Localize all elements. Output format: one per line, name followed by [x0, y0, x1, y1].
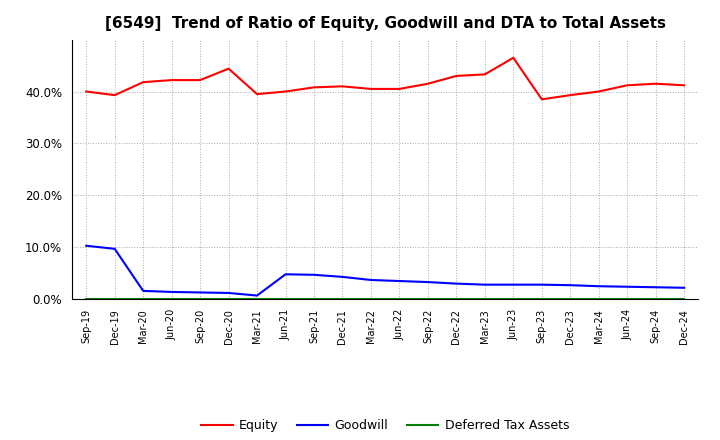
Equity — [139, 80, 148, 85]
Equity — [509, 55, 518, 60]
Equity — [310, 85, 318, 90]
Deferred Tax Assets — [225, 296, 233, 301]
Goodwill — [167, 289, 176, 294]
Legend: Equity, Goodwill, Deferred Tax Assets: Equity, Goodwill, Deferred Tax Assets — [197, 414, 574, 437]
Goodwill — [82, 243, 91, 248]
Deferred Tax Assets — [509, 296, 518, 301]
Deferred Tax Assets — [652, 296, 660, 301]
Deferred Tax Assets — [196, 296, 204, 301]
Equity — [110, 92, 119, 98]
Title: [6549]  Trend of Ratio of Equity, Goodwill and DTA to Total Assets: [6549] Trend of Ratio of Equity, Goodwil… — [104, 16, 666, 32]
Goodwill — [623, 284, 631, 290]
Goodwill — [338, 274, 347, 279]
Deferred Tax Assets — [537, 296, 546, 301]
Equity — [225, 66, 233, 71]
Equity — [167, 77, 176, 83]
Equity — [680, 83, 688, 88]
Deferred Tax Assets — [139, 296, 148, 301]
Goodwill — [452, 281, 461, 286]
Goodwill — [282, 271, 290, 277]
Goodwill — [566, 282, 575, 288]
Line: Equity: Equity — [86, 58, 684, 99]
Deferred Tax Assets — [623, 296, 631, 301]
Deferred Tax Assets — [82, 296, 91, 301]
Equity — [566, 92, 575, 98]
Goodwill — [139, 288, 148, 293]
Deferred Tax Assets — [395, 296, 404, 301]
Equity — [623, 83, 631, 88]
Equity — [82, 89, 91, 94]
Equity — [423, 81, 432, 86]
Equity — [366, 86, 375, 92]
Goodwill — [366, 277, 375, 282]
Goodwill — [595, 284, 603, 289]
Equity — [480, 72, 489, 77]
Equity — [452, 73, 461, 79]
Equity — [652, 81, 660, 86]
Equity — [338, 84, 347, 89]
Equity — [253, 92, 261, 97]
Deferred Tax Assets — [680, 296, 688, 301]
Goodwill — [310, 272, 318, 278]
Equity — [282, 89, 290, 94]
Deferred Tax Assets — [595, 296, 603, 301]
Deferred Tax Assets — [366, 296, 375, 301]
Goodwill — [537, 282, 546, 287]
Deferred Tax Assets — [566, 296, 575, 301]
Goodwill — [253, 293, 261, 298]
Deferred Tax Assets — [423, 296, 432, 301]
Deferred Tax Assets — [110, 296, 119, 301]
Equity — [537, 97, 546, 102]
Goodwill — [395, 279, 404, 284]
Line: Goodwill: Goodwill — [86, 246, 684, 296]
Goodwill — [225, 290, 233, 296]
Goodwill — [680, 285, 688, 290]
Deferred Tax Assets — [167, 296, 176, 301]
Deferred Tax Assets — [282, 296, 290, 301]
Equity — [595, 89, 603, 94]
Deferred Tax Assets — [480, 296, 489, 301]
Deferred Tax Assets — [253, 296, 261, 301]
Goodwill — [509, 282, 518, 287]
Equity — [395, 86, 404, 92]
Goodwill — [480, 282, 489, 287]
Deferred Tax Assets — [338, 296, 347, 301]
Goodwill — [196, 290, 204, 295]
Goodwill — [652, 285, 660, 290]
Deferred Tax Assets — [452, 296, 461, 301]
Equity — [196, 77, 204, 83]
Deferred Tax Assets — [310, 296, 318, 301]
Goodwill — [110, 246, 119, 252]
Goodwill — [423, 279, 432, 285]
